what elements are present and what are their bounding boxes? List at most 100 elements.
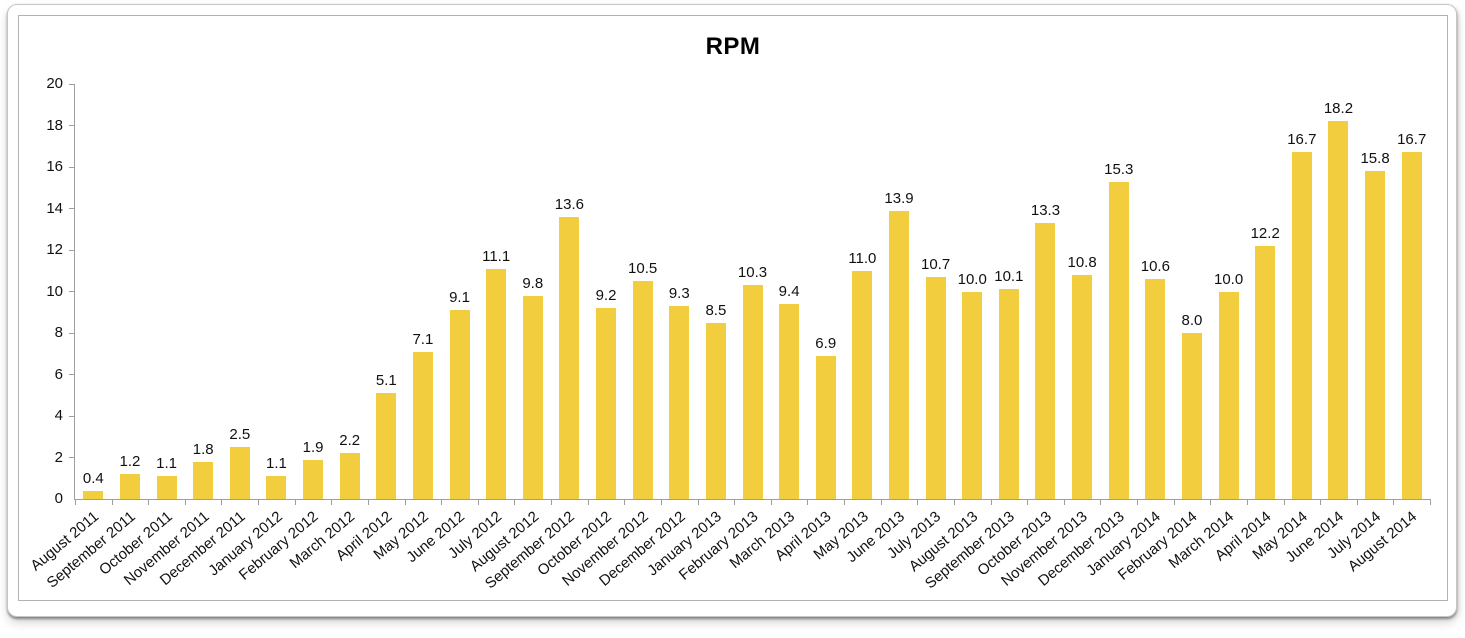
bar	[705, 322, 726, 499]
bar	[888, 210, 909, 499]
chart-title: RPM	[705, 33, 761, 60]
bar	[83, 490, 104, 499]
bar	[412, 351, 433, 499]
bar	[815, 355, 836, 499]
y-tick-mark	[69, 249, 74, 251]
bar	[486, 268, 507, 499]
bar-value-label: 13.9	[884, 189, 914, 207]
y-tick-mark	[69, 332, 74, 334]
bar	[742, 285, 763, 499]
bar-value-label: 1.1	[156, 455, 177, 473]
x-tick-mark	[1356, 499, 1358, 505]
bar	[1181, 333, 1202, 499]
bar-value-label: 6.9	[815, 334, 837, 352]
bar-value-label: 16.7	[1287, 131, 1317, 149]
bar-value-label: 10.5	[628, 260, 658, 278]
bar	[925, 276, 946, 499]
y-tick-label: 16	[46, 158, 63, 175]
x-tick-mark	[880, 499, 882, 505]
bar-value-label: 1.2	[119, 453, 141, 471]
bar-value-label: 9.4	[778, 282, 800, 300]
x-tick-mark	[1173, 499, 1175, 505]
x-tick-mark	[770, 499, 772, 505]
y-tick-mark	[69, 291, 74, 292]
bar	[339, 453, 360, 499]
bar-value-label: 9.1	[449, 289, 470, 307]
y-tick-label: 8	[54, 324, 63, 341]
bar-value-label: 12.2	[1250, 224, 1280, 242]
x-tick-mark	[331, 499, 333, 505]
bar	[303, 459, 324, 499]
bar-value-label: 8.0	[1181, 312, 1203, 329]
bar	[559, 216, 580, 499]
y-tick-mark	[69, 415, 74, 417]
y-tick-label: 6	[54, 365, 63, 383]
y-tick-mark	[69, 125, 74, 126]
bar-value-label: 10.1	[994, 268, 1024, 286]
x-tick-mark	[917, 499, 919, 505]
x-tick-mark	[1320, 499, 1322, 505]
bar	[1145, 279, 1166, 499]
x-tick-mark	[807, 499, 809, 505]
bar	[1365, 171, 1386, 499]
y-tick-mark	[69, 166, 74, 168]
x-tick-mark	[1027, 499, 1029, 505]
bar	[1218, 291, 1239, 499]
bar	[1255, 245, 1276, 499]
bar	[962, 291, 983, 499]
x-tick-mark	[75, 499, 76, 505]
x-tick-mark	[660, 499, 662, 505]
bar-value-label: 11.0	[848, 249, 877, 267]
bar-value-label: 7.1	[412, 330, 434, 348]
y-tick-label: 12	[46, 241, 63, 258]
bar-value-label: 5.1	[375, 372, 397, 390]
bar	[1108, 181, 1129, 499]
x-tick-mark	[1210, 499, 1212, 505]
bar-value-label: 15.3	[1104, 160, 1134, 178]
bar-value-label: 10.6	[1140, 258, 1170, 276]
bar	[1072, 274, 1093, 499]
x-tick-mark	[1137, 499, 1139, 505]
x-tick-mark	[1063, 499, 1065, 505]
bar	[1035, 223, 1056, 499]
x-tick-mark	[477, 499, 479, 505]
bar-value-label: 11.1	[482, 247, 511, 265]
x-tick-mark	[844, 499, 846, 505]
y-tick-label: 14	[46, 199, 63, 217]
bar-value-label: 9.3	[668, 285, 690, 303]
bar-value-label: 9.2	[595, 287, 617, 305]
x-tick-mark	[111, 499, 113, 505]
x-tick-mark	[587, 499, 589, 505]
x-tick-mark	[1283, 499, 1285, 505]
y-tick-label: 18	[46, 116, 63, 134]
y-tick-label: 0	[54, 490, 63, 507]
x-tick-mark	[1430, 499, 1431, 505]
bar-value-label: 0.4	[82, 469, 104, 487]
x-tick-mark	[404, 499, 406, 505]
y-tick-mark	[69, 374, 74, 375]
x-tick-mark	[258, 499, 260, 505]
x-tick-mark	[148, 499, 150, 505]
bar	[998, 289, 1019, 499]
y-tick-label: 4	[54, 407, 63, 424]
bar	[779, 303, 800, 499]
chart-container: RPM 0 2 4 6 8 10 12 14 16 18 20 0.4 August 2011 1.2 Se…	[18, 15, 1448, 601]
bar-value-label: 2.2	[339, 432, 361, 450]
bar-value-label: 8.5	[705, 301, 727, 319]
bar-value-label: 9.8	[522, 274, 544, 292]
bar	[522, 295, 543, 499]
x-tick-mark	[1393, 499, 1395, 505]
x-tick-mark	[697, 499, 699, 505]
x-tick-mark	[624, 499, 626, 505]
bar	[852, 270, 873, 499]
x-tick-mark	[294, 499, 296, 505]
y-tick-label: 10	[46, 282, 63, 300]
y-tick-mark	[69, 457, 74, 458]
bar-value-label: 10.0	[1213, 270, 1244, 288]
screenshot-frame: RPM 0 2 4 6 8 10 12 14 16 18 20 0.4 August 2011 1.2 Se…	[7, 4, 1457, 617]
x-tick-mark	[1246, 499, 1248, 505]
bar-value-label: 10.3	[737, 264, 768, 282]
x-tick-mark	[551, 499, 553, 505]
bar-value-label: 13.3	[1030, 202, 1061, 220]
y-tick-label: 20	[46, 75, 63, 92]
